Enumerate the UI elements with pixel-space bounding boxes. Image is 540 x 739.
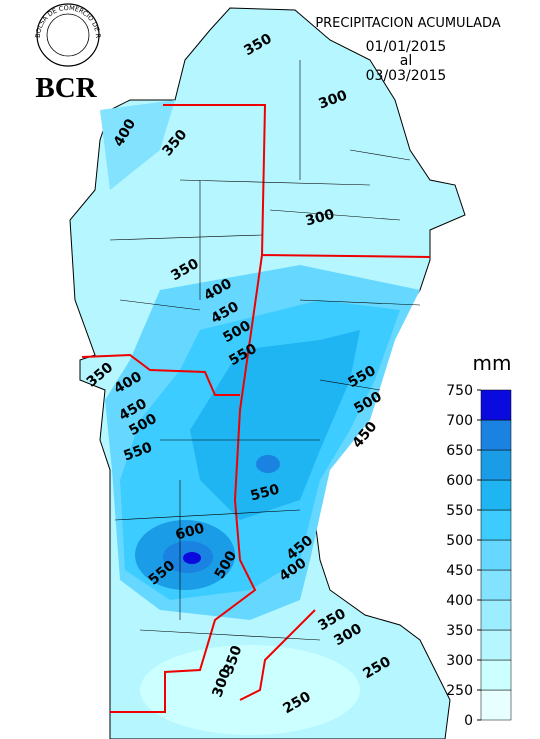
legend-label: 750 — [446, 383, 473, 399]
logo-text-path: BOLSA DE COMERCIO DE ROSARIO — [0, 0, 102, 39]
rain-area-700 — [183, 552, 201, 564]
legend-label: 500 — [446, 533, 473, 549]
legend-label: 400 — [446, 593, 473, 609]
legend-label: 250 — [446, 683, 473, 699]
brand: BCR — [35, 72, 97, 104]
legend-swatch — [480, 689, 512, 721]
date-to: 03/03/2015 — [366, 68, 447, 84]
legend-label: 650 — [446, 443, 473, 459]
legend-label: 700 — [446, 413, 473, 429]
legend-swatch — [480, 539, 512, 571]
legend-swatch — [480, 449, 512, 481]
map — [69, 7, 466, 739]
legend-label: 300 — [446, 653, 473, 669]
logo-ring — [46, 13, 90, 57]
legend-swatch — [480, 389, 512, 421]
legend-swatch — [480, 509, 512, 541]
contour-label: 550 — [249, 481, 282, 504]
logo-text: BOLSA DE COMERCIO DE ROSARIO — [0, 0, 102, 39]
rain-area-550 — [190, 330, 360, 520]
legend-swatch — [480, 569, 512, 601]
rain-area-light — [140, 645, 360, 735]
rain-area-400 — [100, 100, 175, 190]
legend-swatch — [480, 629, 512, 661]
legend-swatch — [480, 479, 512, 511]
legend-label: 600 — [446, 473, 473, 489]
legend-label: 450 — [446, 563, 473, 579]
logo: BOLSA DE COMERCIO DE ROSARIO BCR — [0, 0, 102, 104]
legend-label: 350 — [446, 623, 473, 639]
legend-swatch — [480, 659, 512, 691]
date-sep: al — [400, 53, 412, 69]
date-from: 01/01/2015 — [366, 39, 447, 55]
legend-unit: mm — [473, 351, 512, 375]
contour-label: 300 — [304, 206, 337, 229]
legend-swatch — [480, 599, 512, 631]
title: PRECIPITACION ACUMULADA — [315, 16, 500, 31]
rain-area-650 — [256, 455, 280, 473]
legend-swatch — [480, 419, 512, 451]
province-border — [81, 104, 431, 713]
legend-label: 550 — [446, 503, 473, 519]
contour-label: 600 — [174, 520, 207, 543]
legend-label: 0 — [464, 713, 473, 729]
department-lines — [109, 60, 421, 641]
legend: 0 250 300 350 400 450 500 550 600 650 700 750 — [446, 383, 512, 729]
logo-ring — [36, 3, 100, 67]
